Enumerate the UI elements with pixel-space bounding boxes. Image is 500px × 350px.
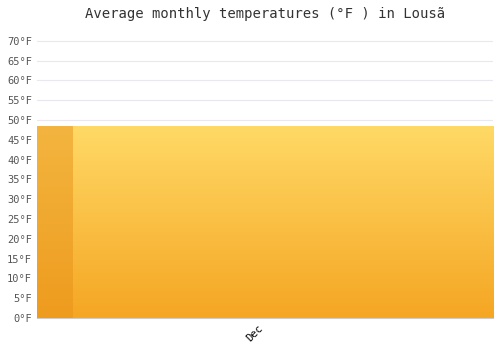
Bar: [37, 126, 74, 318]
Title: Average monthly temperatures (°F ) in Lousã: Average monthly temperatures (°F ) in Lo…: [85, 7, 445, 21]
